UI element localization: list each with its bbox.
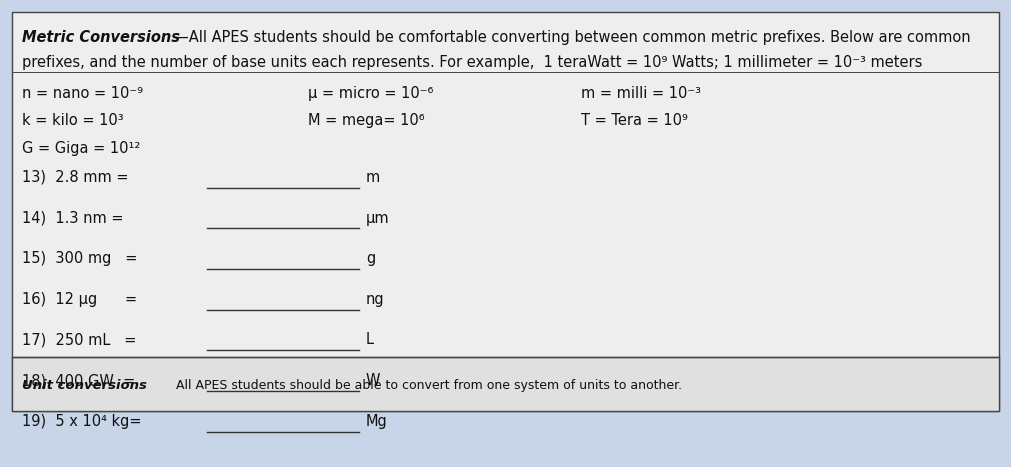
Text: G = Giga = 10¹²: G = Giga = 10¹² (22, 141, 141, 156)
Text: —All APES students should be comfortable converting between common metric prefix: —All APES students should be comfortable… (174, 30, 971, 45)
Text: All APES students should be able to convert from one system of units to another.: All APES students should be able to conv… (164, 379, 681, 392)
Text: 16)  12 μg      =: 16) 12 μg = (22, 292, 137, 307)
Text: M = mega= 10⁶: M = mega= 10⁶ (308, 113, 425, 128)
Text: 15)  300 mg   =: 15) 300 mg = (22, 251, 137, 266)
Text: T = Tera = 10⁹: T = Tera = 10⁹ (581, 113, 688, 128)
Text: 13)  2.8 mm =: 13) 2.8 mm = (22, 170, 128, 185)
Text: g: g (366, 251, 375, 266)
Text: μm: μm (366, 211, 389, 226)
Text: 18)  400 GW  =: 18) 400 GW = (22, 373, 135, 388)
Text: μ = micro = 10⁻⁶: μ = micro = 10⁻⁶ (308, 86, 434, 101)
Bar (12, 357, 999, 411)
Text: m = milli = 10⁻³: m = milli = 10⁻³ (581, 86, 702, 101)
Text: Mg: Mg (366, 414, 388, 429)
Text: prefixes, and the number of base units each represents. For example,  1 teraWatt: prefixes, and the number of base units e… (22, 55, 923, 70)
Text: 17)  250 mL   =: 17) 250 mL = (22, 333, 136, 347)
Text: 14)  1.3 nm =: 14) 1.3 nm = (22, 211, 123, 226)
Text: n = nano = 10⁻⁹: n = nano = 10⁻⁹ (22, 86, 144, 101)
Bar (12, 12, 999, 411)
Text: 19)  5 x 10⁴ kg=: 19) 5 x 10⁴ kg= (22, 414, 142, 429)
Text: L: L (366, 333, 374, 347)
Text: ng: ng (366, 292, 384, 307)
Text: W: W (366, 373, 380, 388)
Text: Unit conversions: Unit conversions (22, 379, 148, 392)
Text: k = kilo = 10³: k = kilo = 10³ (22, 113, 124, 128)
Text: m: m (366, 170, 380, 185)
Text: Metric Conversions: Metric Conversions (22, 30, 180, 45)
